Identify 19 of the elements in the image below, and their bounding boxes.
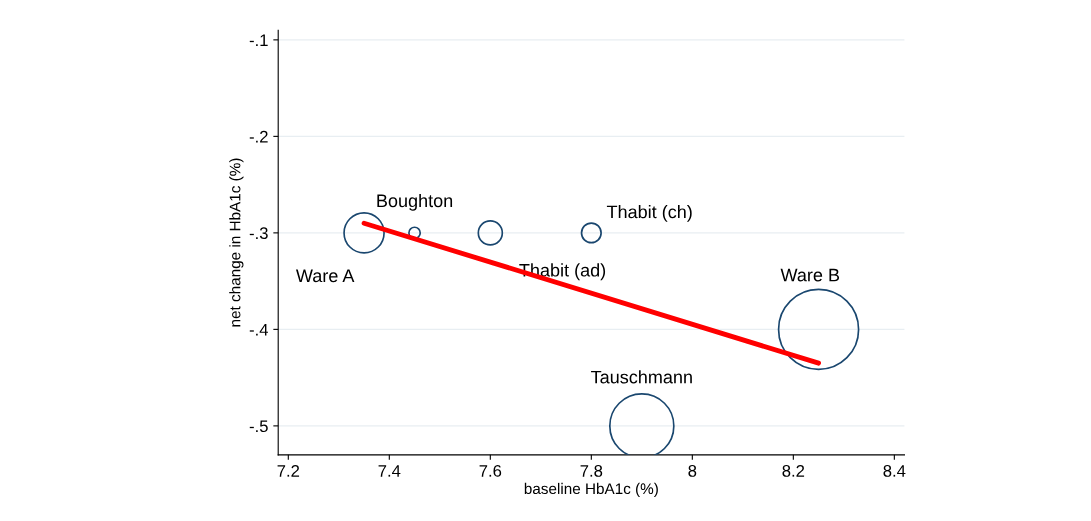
annotation: Ware B — [780, 268, 840, 282]
annotation: Ware A — [295, 269, 355, 283]
x-tick-label: 7.2 — [277, 465, 300, 477]
x-tick-label: 7.8 — [580, 465, 603, 477]
y-tick-label: -.5 — [249, 420, 268, 433]
y-tick-label: -.1 — [249, 34, 268, 46]
annotation: Thabit (ch) — [606, 205, 692, 222]
x-tick-label: 8.2 — [782, 465, 805, 477]
x-axis-title: baseline HbA1c (%) — [524, 482, 658, 498]
x-tick-label: 7.4 — [378, 465, 401, 477]
x-tick-label: 8 — [688, 465, 697, 477]
y-tick-label: -.3 — [249, 227, 268, 240]
annotation: Boughton — [377, 193, 453, 211]
x-tick-label: 7.6 — [479, 465, 502, 477]
x-tick-label: 8.4 — [883, 465, 906, 477]
y-axis-title: net change in HbA1c (%) — [229, 158, 244, 327]
annotation: Tauschmann — [591, 370, 692, 384]
y-tick-label: -.4 — [249, 323, 268, 336]
y-tick-label: -.2 — [249, 130, 268, 143]
